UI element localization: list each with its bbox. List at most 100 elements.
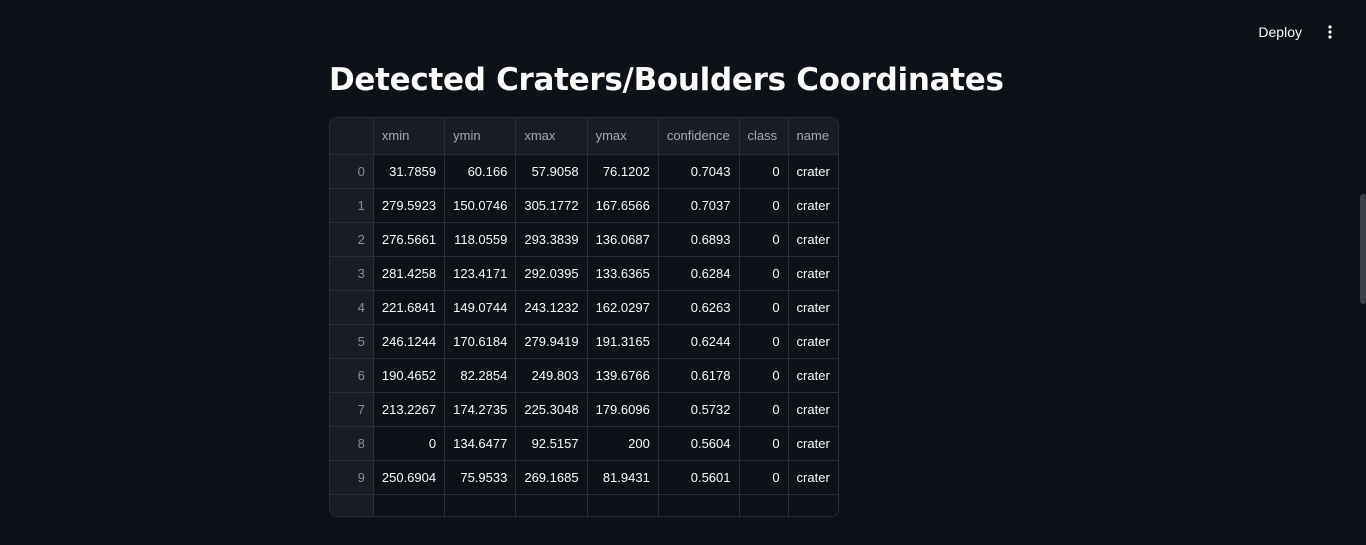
- cell-ymin[interactable]: 118.0559: [444, 222, 517, 257]
- cell-xmax[interactable]: 279.9419: [515, 324, 588, 359]
- dataframe-table[interactable]: xmin ymin xmax ymax confidence class name 0 31.…: [329, 117, 839, 517]
- cell-xmin[interactable]: 190.4652: [373, 358, 446, 393]
- cell-ymax[interactable]: 133.6365: [587, 256, 659, 291]
- cell-ymin[interactable]: 150.0746: [444, 188, 517, 223]
- cell-class[interactable]: 0: [739, 358, 789, 393]
- cell-class[interactable]: 0: [739, 290, 789, 325]
- cell-ymax[interactable]: 162.0297: [587, 290, 659, 325]
- row-index-cell[interactable]: 3: [330, 256, 374, 291]
- cell-confidence[interactable]: 0.6178: [658, 358, 740, 393]
- deploy-button[interactable]: Deploy: [1246, 18, 1314, 46]
- column-header-ymin[interactable]: ymin: [444, 118, 517, 155]
- cell-class[interactable]: [739, 494, 789, 516]
- cell-ymax[interactable]: 200: [587, 426, 659, 461]
- cell-confidence[interactable]: [658, 494, 740, 516]
- row-index-cell[interactable]: 0: [330, 154, 374, 189]
- cell-xmin[interactable]: 221.6841: [373, 290, 446, 325]
- column-header-class[interactable]: class: [739, 118, 789, 155]
- cell-xmin[interactable]: 246.1244: [373, 324, 446, 359]
- column-header-xmin[interactable]: xmin: [373, 118, 446, 155]
- cell-xmax[interactable]: 57.9058: [515, 154, 588, 189]
- cell-class[interactable]: 0: [739, 256, 789, 291]
- cell-ymin[interactable]: 174.2735: [444, 392, 517, 427]
- column-header-index[interactable]: [330, 118, 374, 155]
- cell-xmax[interactable]: 269.1685: [515, 460, 588, 495]
- cell-xmax[interactable]: [515, 494, 588, 516]
- cell-confidence[interactable]: 0.7037: [658, 188, 740, 223]
- cell-class[interactable]: 0: [739, 324, 789, 359]
- cell-confidence[interactable]: 0.6263: [658, 290, 740, 325]
- cell-xmin[interactable]: 281.4258: [373, 256, 446, 291]
- cell-class[interactable]: 0: [739, 426, 789, 461]
- cell-ymax[interactable]: 136.0687: [587, 222, 659, 257]
- cell-ymin[interactable]: 123.4171: [444, 256, 517, 291]
- cell-name[interactable]: crater: [788, 426, 838, 461]
- cell-confidence[interactable]: 0.5601: [658, 460, 740, 495]
- cell-name[interactable]: crater: [788, 324, 838, 359]
- page-scrollbar[interactable]: [1360, 194, 1366, 304]
- cell-name[interactable]: crater: [788, 154, 838, 189]
- cell-xmin[interactable]: [373, 494, 446, 516]
- cell-xmax[interactable]: 292.0395: [515, 256, 588, 291]
- cell-xmin[interactable]: 250.6904: [373, 460, 446, 495]
- cell-ymax[interactable]: 139.6766: [587, 358, 659, 393]
- row-index-cell[interactable]: 4: [330, 290, 374, 325]
- row-index-cell[interactable]: 5: [330, 324, 374, 359]
- cell-ymin[interactable]: 75.9533: [444, 460, 517, 495]
- cell-confidence[interactable]: 0.5604: [658, 426, 740, 461]
- cell-xmin[interactable]: 276.5661: [373, 222, 446, 257]
- row-index-cell[interactable]: [330, 494, 374, 516]
- column-header-confidence[interactable]: confidence: [658, 118, 740, 155]
- main-menu-button[interactable]: [1314, 16, 1346, 48]
- cell-confidence[interactable]: 0.6284: [658, 256, 740, 291]
- cell-name[interactable]: crater: [788, 188, 838, 223]
- cell-confidence[interactable]: 0.6244: [658, 324, 740, 359]
- cell-class[interactable]: 0: [739, 222, 789, 257]
- cell-class[interactable]: 0: [739, 392, 789, 427]
- cell-xmin[interactable]: 213.2267: [373, 392, 446, 427]
- row-index-cell[interactable]: 9: [330, 460, 374, 495]
- cell-confidence[interactable]: 0.6893: [658, 222, 740, 257]
- cell-confidence[interactable]: 0.7043: [658, 154, 740, 189]
- cell-class[interactable]: 0: [739, 154, 789, 189]
- cell-xmax[interactable]: 243.1232: [515, 290, 588, 325]
- cell-xmax[interactable]: 293.3839: [515, 222, 588, 257]
- column-header-ymax[interactable]: ymax: [587, 118, 659, 155]
- cell-xmin[interactable]: 31.7859: [373, 154, 446, 189]
- cell-xmin[interactable]: 279.5923: [373, 188, 446, 223]
- row-index-cell[interactable]: 7: [330, 392, 374, 427]
- cell-ymin[interactable]: 82.2854: [444, 358, 517, 393]
- cell-ymax[interactable]: 167.6566: [587, 188, 659, 223]
- cell-ymax[interactable]: 81.9431: [587, 460, 659, 495]
- cell-xmax[interactable]: 225.3048: [515, 392, 588, 427]
- cell-xmax[interactable]: 305.1772: [515, 188, 588, 223]
- cell-ymin[interactable]: 149.0744: [444, 290, 517, 325]
- column-header-xmax[interactable]: xmax: [515, 118, 588, 155]
- cell-ymax[interactable]: 179.6096: [587, 392, 659, 427]
- row-index-cell[interactable]: 6: [330, 358, 374, 393]
- cell-class[interactable]: 0: [739, 460, 789, 495]
- cell-name[interactable]: crater: [788, 460, 838, 495]
- cell-class[interactable]: 0: [739, 188, 789, 223]
- cell-name[interactable]: crater: [788, 392, 838, 427]
- cell-xmin[interactable]: 0: [373, 426, 446, 461]
- cell-name[interactable]: crater: [788, 290, 838, 325]
- cell-ymin[interactable]: 170.6184: [444, 324, 517, 359]
- cell-name[interactable]: crater: [788, 256, 838, 291]
- cell-name[interactable]: [788, 494, 838, 516]
- cell-name[interactable]: crater: [788, 358, 838, 393]
- cell-ymin[interactable]: [444, 494, 517, 516]
- cell-xmax[interactable]: 92.5157: [515, 426, 588, 461]
- row-index-cell[interactable]: 1: [330, 188, 374, 223]
- cell-ymax[interactable]: 191.3165: [587, 324, 659, 359]
- cell-confidence[interactable]: 0.5732: [658, 392, 740, 427]
- row-index-cell[interactable]: 8: [330, 426, 374, 461]
- cell-ymin[interactable]: 134.6477: [444, 426, 517, 461]
- column-header-name[interactable]: name: [788, 118, 838, 155]
- cell-name[interactable]: crater: [788, 222, 838, 257]
- row-index-cell[interactable]: 2: [330, 222, 374, 257]
- cell-xmax[interactable]: 249.803: [515, 358, 588, 393]
- cell-ymax[interactable]: [587, 494, 659, 516]
- cell-ymin[interactable]: 60.166: [444, 154, 517, 189]
- cell-ymax[interactable]: 76.1202: [587, 154, 659, 189]
